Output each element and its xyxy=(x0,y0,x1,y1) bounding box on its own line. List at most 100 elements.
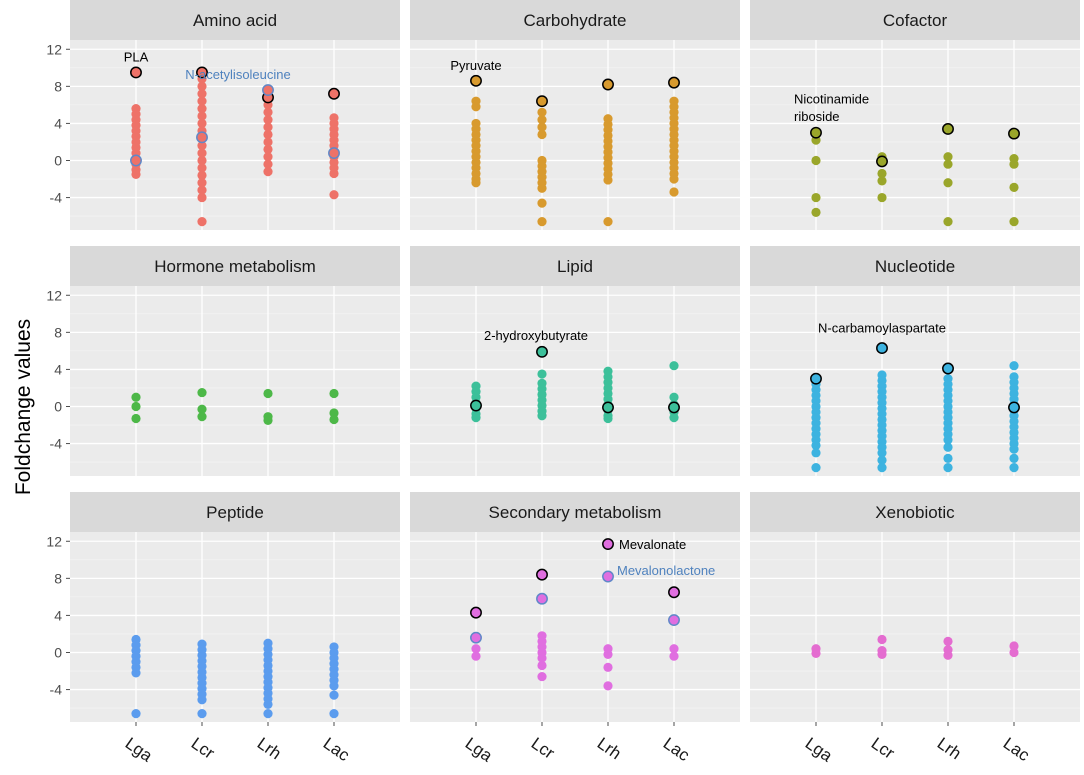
data-point-lrh xyxy=(263,415,273,425)
data-point-lga xyxy=(811,448,821,458)
panel-background xyxy=(750,532,1080,722)
data-point-lcr xyxy=(537,183,547,193)
panel-background xyxy=(410,40,740,230)
data-point-lac xyxy=(329,709,339,719)
data-point-lga xyxy=(131,413,141,424)
x-tick-label: Lga xyxy=(802,734,837,766)
data-point-lcr xyxy=(197,178,207,188)
panel-lipid: Lipid 2-hydroxybutyrate xyxy=(410,246,740,476)
x-tick-label: Lac xyxy=(1000,734,1034,766)
data-point-lcr xyxy=(197,387,207,398)
data-point-lga xyxy=(471,413,481,423)
data-point-lcr xyxy=(197,111,207,121)
panel-background xyxy=(70,532,400,722)
highlighted-point-lcr xyxy=(876,342,888,355)
data-point-lrh xyxy=(943,453,953,463)
panel-title: Hormone metabolism xyxy=(154,257,316,276)
data-point-lrh xyxy=(263,388,273,399)
data-point-lac xyxy=(669,361,679,371)
highlighted-point-lac xyxy=(668,586,680,599)
highlighted-point-lga xyxy=(470,606,482,619)
data-point-lcr xyxy=(197,163,207,173)
highlighted-point-lga xyxy=(130,154,142,167)
data-point-lac xyxy=(1009,444,1019,454)
highlighted-point-lrh xyxy=(602,401,614,414)
data-point-lrh xyxy=(603,413,613,424)
data-point-lac xyxy=(329,414,339,425)
panel-title: Cofactor xyxy=(883,11,948,30)
data-point-lga xyxy=(471,178,481,188)
y-tick-label: 8 xyxy=(54,570,62,586)
panel-title: Peptide xyxy=(206,503,264,522)
data-point-lac xyxy=(1009,453,1019,463)
y-tick-label: 0 xyxy=(54,152,62,168)
data-point-lrh xyxy=(943,178,953,188)
data-point-lcr xyxy=(537,369,547,379)
data-point-lga xyxy=(471,651,481,661)
panel-background xyxy=(410,532,740,722)
highlighted-point-lcr xyxy=(876,155,888,168)
panel-nucleotide: Nucleotide N-carbamoylaspartate xyxy=(750,246,1080,476)
panel-strip xyxy=(410,492,740,532)
data-point-lac xyxy=(329,388,339,399)
highlighted-point-lcr xyxy=(196,131,208,144)
data-point-lrh xyxy=(603,662,613,672)
data-point-lrh xyxy=(603,217,613,227)
data-point-lac xyxy=(669,174,679,184)
highlighted-point-lac xyxy=(668,614,680,626)
data-point-lac xyxy=(1009,463,1019,473)
data-point-lcr xyxy=(537,671,547,682)
data-point-lcr xyxy=(197,141,207,151)
panel-background xyxy=(410,286,740,476)
data-point-lac xyxy=(1009,641,1019,651)
data-point-lrh xyxy=(263,129,273,140)
data-point-lac xyxy=(329,168,339,179)
annotation-label: N-carbamoylaspartate xyxy=(818,321,946,336)
highlighted-point-lcr xyxy=(536,592,548,605)
annotation-label: PLA xyxy=(124,50,149,65)
panel-strip xyxy=(410,246,740,286)
x-tick-label: Lrh xyxy=(594,734,625,764)
data-point-lrh xyxy=(943,152,953,162)
annotation-label: Nicotinamide xyxy=(794,91,869,106)
panel-secondary-metabolism: Secondary metabolism Mevalonate Mevalonola… xyxy=(410,492,740,722)
highlighted-point-lga xyxy=(130,66,142,79)
data-point-lga xyxy=(811,440,821,451)
highlighted-point-lac xyxy=(328,87,340,100)
x-tick-label: Lrh xyxy=(934,734,965,764)
y-tick-label: 8 xyxy=(54,324,62,340)
data-point-lrh xyxy=(263,115,273,125)
panel-hormone-metabolism: Hormone metabolism xyxy=(70,246,400,476)
data-point-lrh xyxy=(263,167,273,177)
y-tick-label: 0 xyxy=(54,644,62,660)
panel-strip xyxy=(70,492,400,532)
highlighted-point-lga xyxy=(470,74,482,87)
data-point-lcr xyxy=(537,411,547,421)
data-point-lac xyxy=(1009,217,1019,227)
data-point-lga xyxy=(131,668,141,678)
data-point-lrh xyxy=(943,636,953,646)
highlighted-point-lcr xyxy=(536,568,548,581)
data-point-lrh xyxy=(943,442,953,452)
data-point-lrh xyxy=(263,159,273,169)
data-point-lrh xyxy=(603,681,613,691)
data-point-lcr xyxy=(537,660,547,671)
data-point-lcr xyxy=(197,217,207,227)
data-point-lcr xyxy=(197,118,207,129)
x-tick-label: Lga xyxy=(122,734,157,766)
y-tick-label: 12 xyxy=(46,533,62,549)
highlighted-point-lcr xyxy=(196,66,208,79)
y-tick-label: 8 xyxy=(54,78,62,94)
data-point-lrh xyxy=(603,175,613,185)
data-point-lcr xyxy=(197,81,207,91)
data-point-lac xyxy=(329,408,339,418)
data-point-lrh xyxy=(943,217,953,227)
panel-title: Amino acid xyxy=(193,11,277,30)
facet-grid: Amino acid PLA N-acetylisoleucine 12 8 4 0 -4 Ca… xyxy=(46,0,1080,766)
highlighted-point-lrh xyxy=(602,538,614,550)
x-tick-label: Lcr xyxy=(188,734,219,763)
data-point-lac xyxy=(669,413,679,423)
panel-xenobiotic: Xenobiotic xyxy=(750,492,1080,722)
annotation-label: Mevalonolactone xyxy=(617,563,715,578)
highlighted-point-lga xyxy=(470,399,482,412)
